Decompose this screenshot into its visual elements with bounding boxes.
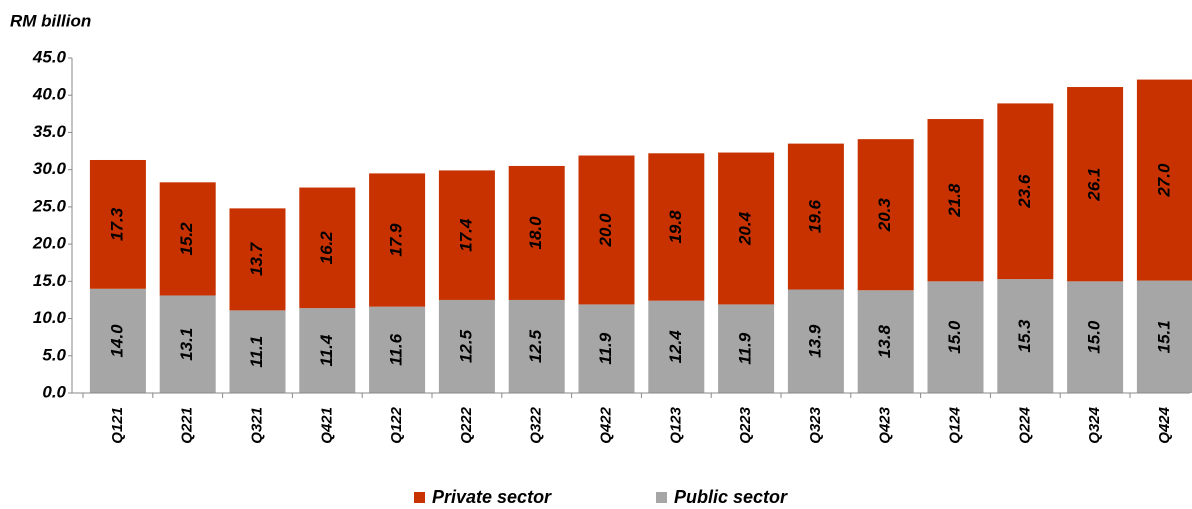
value-label: 11.9 [596, 332, 615, 364]
value-label: 20.3 [875, 198, 894, 233]
bar-segment [927, 281, 984, 393]
y-tick-label: 20.0 [32, 234, 67, 253]
bar-segment [787, 143, 844, 290]
y-tick-label: 30.0 [33, 159, 67, 178]
x-tick-label: Q122 [388, 406, 405, 443]
x-tick-label: Q324 [1086, 406, 1103, 443]
value-label: 15.2 [177, 222, 196, 256]
value-label: 19.8 [666, 210, 685, 244]
bar-segment [369, 173, 426, 307]
legend-swatch [414, 492, 425, 503]
bar-segment [578, 155, 635, 305]
value-label: 20.4 [736, 211, 755, 246]
bar-segment [159, 295, 216, 393]
x-tick-label: Q221 [179, 407, 196, 444]
value-label: 27.0 [1154, 163, 1173, 198]
x-tick-label: Q123 [667, 406, 684, 443]
x-tick-label: Q423 [877, 406, 894, 443]
y-tick-label: 5.0 [42, 345, 66, 364]
bar-segment [438, 299, 495, 393]
value-label: 17.4 [456, 218, 475, 252]
y-tick-label: 0.0 [42, 382, 66, 401]
value-label: 12.5 [456, 329, 475, 363]
value-label: 12.4 [666, 330, 685, 364]
value-label: 20.0 [596, 213, 615, 248]
value-label: 13.1 [177, 328, 196, 361]
value-label: 19.6 [805, 199, 824, 233]
y-tick-label: 10.0 [33, 308, 67, 327]
bar-segment [159, 182, 216, 296]
x-tick-label: Q124 [946, 406, 963, 443]
value-label: 11.9 [736, 332, 755, 364]
value-label: 17.9 [387, 223, 406, 257]
legend-swatch [656, 492, 667, 503]
bar-segment [578, 304, 635, 393]
bar-segment [299, 187, 356, 309]
value-label: 17.3 [107, 207, 126, 241]
x-tick-label: Q222 [458, 406, 475, 443]
bar-segment [648, 300, 705, 393]
legend-label: Public sector [674, 487, 788, 507]
y-tick-label: 25.0 [32, 196, 67, 215]
bar-segment [997, 279, 1054, 393]
bar-segment [438, 170, 495, 300]
bar-segment [1067, 281, 1124, 393]
bar-segment [508, 165, 565, 300]
value-label: 14.0 [107, 324, 126, 358]
y-tick-label: 35.0 [33, 122, 67, 141]
x-tick-label: Q322 [528, 406, 545, 443]
value-label: 15.0 [945, 320, 964, 354]
x-tick-label: Q323 [807, 406, 824, 443]
value-label: 16.2 [317, 231, 336, 265]
bar-segment [718, 152, 775, 305]
bar-segment [229, 310, 286, 393]
value-label: 13.9 [805, 324, 824, 358]
bar-segment [369, 306, 426, 393]
bar-segment [857, 139, 914, 291]
y-tick-label: 15.0 [33, 271, 67, 290]
value-label: 15.1 [1154, 320, 1173, 353]
bar-segment [299, 308, 356, 393]
value-label: 12.5 [526, 329, 545, 363]
bar-segment [229, 208, 286, 311]
bar-segment [89, 159, 146, 289]
value-label: 15.3 [1015, 319, 1034, 353]
value-label: 11.4 [317, 334, 336, 366]
x-tick-label: Q321 [248, 407, 265, 444]
value-label: 15.0 [1085, 320, 1104, 354]
x-tick-label: Q223 [737, 406, 754, 443]
chart-title: RM billion [10, 11, 91, 30]
bar-segment [718, 304, 775, 393]
bar-segment [1136, 280, 1192, 393]
x-tick-label: Q121 [109, 407, 126, 444]
legend-label: Private sector [432, 487, 552, 507]
bar-segment [508, 299, 565, 393]
bar-segment [787, 289, 844, 393]
x-tick-label: Q421 [318, 407, 335, 444]
value-label: 13.8 [875, 325, 894, 359]
value-label: 21.8 [945, 183, 964, 218]
value-label: 11.1 [247, 336, 266, 368]
bar-segment [857, 290, 914, 393]
bar-segment [997, 103, 1054, 280]
y-tick-label: 40.0 [32, 85, 67, 104]
bar-segment [1067, 87, 1124, 282]
bar-segment [1136, 79, 1192, 281]
bar-segment [648, 153, 705, 301]
value-label: 23.6 [1015, 174, 1034, 209]
bar-segment [89, 288, 146, 393]
value-label: 26.1 [1085, 168, 1104, 202]
value-label: 11.6 [387, 333, 406, 365]
value-label: 18.0 [526, 216, 545, 250]
y-tick-label: 45.0 [32, 47, 67, 66]
x-tick-label: Q422 [597, 406, 614, 443]
bar-segment [927, 119, 984, 282]
x-tick-label: Q224 [1016, 406, 1033, 443]
x-tick-label: Q424 [1156, 406, 1173, 443]
value-label: 13.7 [247, 241, 266, 276]
